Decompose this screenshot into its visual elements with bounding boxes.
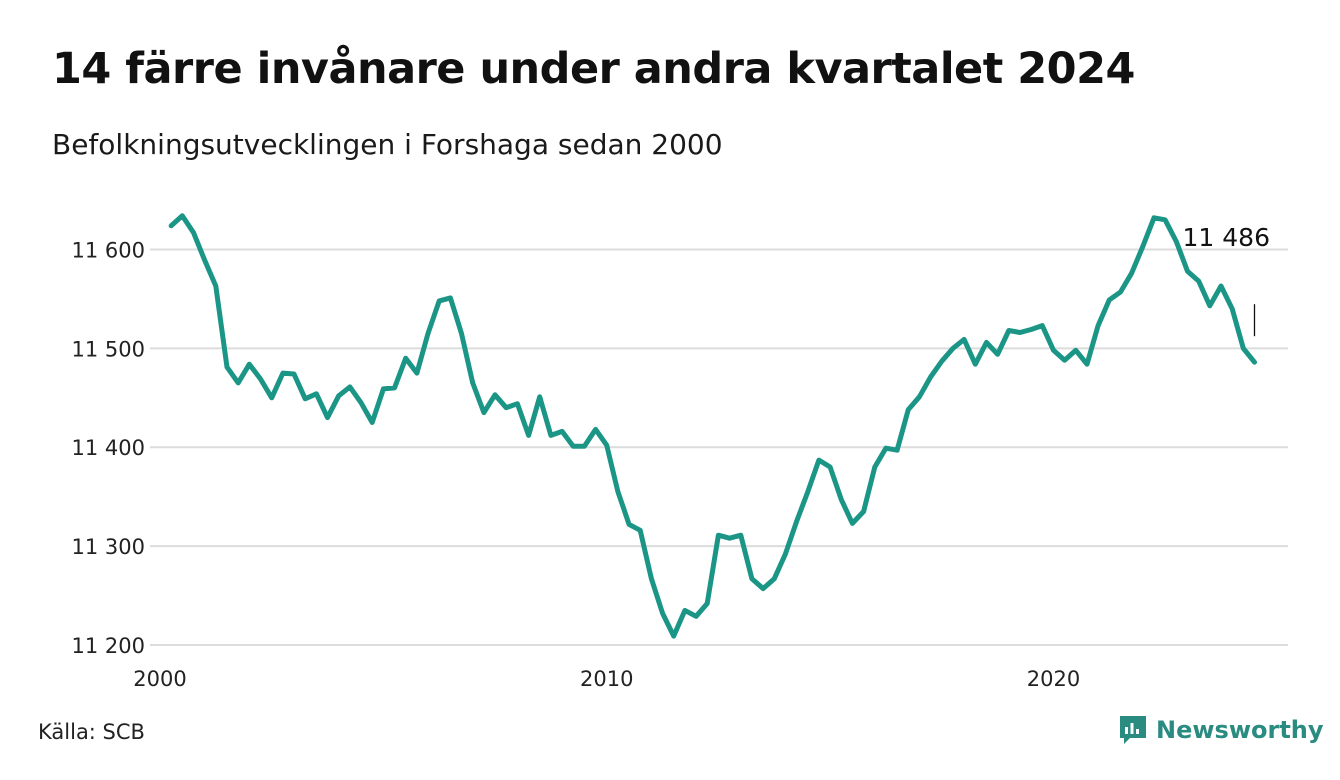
- y-tick-label: 11 400: [72, 436, 145, 460]
- series-line: [171, 216, 1254, 636]
- x-axis: 2000 2010 2020: [133, 667, 1080, 691]
- source-label: Källa: SCB: [38, 720, 145, 744]
- y-tick-label: 11 500: [72, 337, 145, 361]
- y-tick-label: 11 200: [72, 634, 145, 658]
- line-chart: 11 20011 30011 40011 50011 600 2000 2010 2…: [0, 0, 1340, 780]
- newsworthy-logo-icon: [1118, 714, 1148, 746]
- x-tick-label: 2000: [133, 667, 186, 691]
- x-tick-label: 2020: [1027, 667, 1080, 691]
- end-value-label: 11 486: [1183, 223, 1270, 252]
- x-tick-label: 2010: [580, 667, 633, 691]
- y-axis: 11 200 11 300 11 400 11 500 11 600: [72, 238, 145, 658]
- y-tick-label: 11 300: [72, 535, 145, 559]
- brand-name: Newsworthy: [1156, 716, 1324, 744]
- brand-logo: Newsworthy: [1118, 714, 1324, 746]
- series-population: [171, 216, 1254, 636]
- y-tick-label: 11 600: [72, 238, 145, 262]
- gridlines: [150, 249, 1288, 645]
